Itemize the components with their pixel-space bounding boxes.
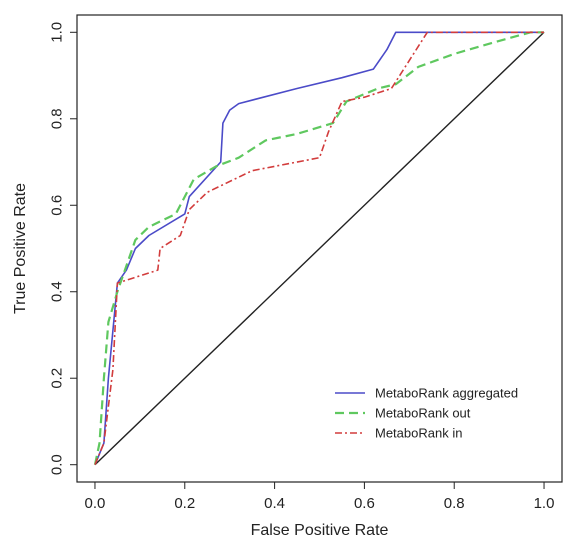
- y-tick-label: 0.4: [49, 281, 66, 302]
- legend-label-0: MetaboRank aggregated: [375, 386, 518, 401]
- x-tick-label: 0.2: [174, 495, 195, 512]
- x-tick-label: 1.0: [534, 495, 555, 512]
- legend-label-1: MetaboRank out: [375, 406, 471, 421]
- legend: MetaboRank aggregated MetaboRank out Metab…: [335, 386, 518, 441]
- x-tick-label: 0.8: [444, 495, 465, 512]
- series-line-2: [94, 31, 544, 466]
- y-tick-label: 0.6: [49, 195, 66, 216]
- y-axis-label: True Positive Rate: [12, 183, 29, 314]
- y-axis-ticks: 0.0 0.2 0.4 0.6 0.8 1.0: [49, 22, 77, 475]
- y-tick-label: 1.0: [49, 22, 66, 43]
- x-tick-label: 0.6: [354, 495, 375, 512]
- x-axis-ticks: 0.0 0.2 0.4 0.6 0.8 1.0: [85, 482, 555, 512]
- y-tick-label: 0.2: [49, 368, 66, 389]
- y-tick-label: 0.0: [49, 454, 66, 475]
- series-line-1: [93, 31, 544, 465]
- series-lines: [93, 31, 544, 466]
- series-line-0: [94, 31, 544, 466]
- x-tick-label: 0.0: [85, 495, 106, 512]
- x-axis-label: False Positive Rate: [251, 522, 389, 539]
- reference-diagonal-line: [94, 31, 545, 466]
- plot-frame: [76, 14, 563, 483]
- legend-label-2: MetaboRank in: [375, 426, 462, 441]
- y-tick-label: 0.8: [49, 108, 66, 129]
- x-tick-label: 0.4: [264, 495, 285, 512]
